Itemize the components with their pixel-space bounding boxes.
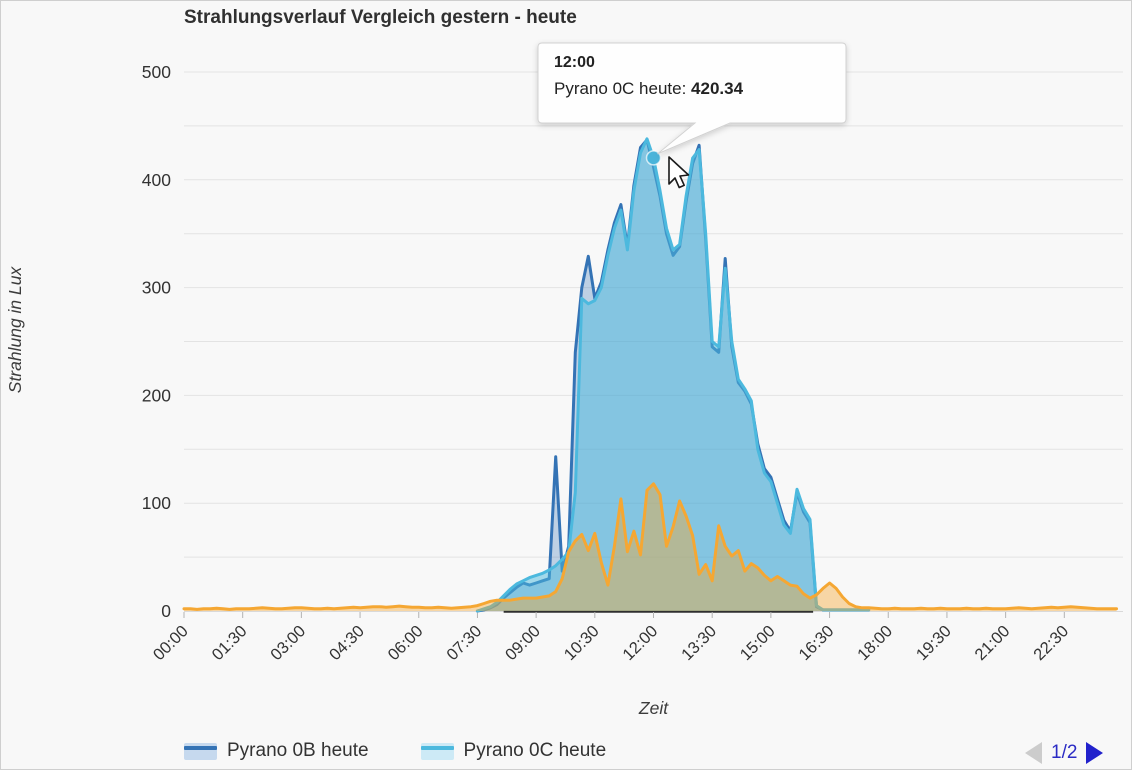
tooltip-box (537, 42, 847, 155)
svg-text:18:00: 18:00 (854, 622, 896, 664)
svg-text:15:00: 15:00 (737, 622, 779, 664)
legend-pagination: 1/2 (1025, 742, 1104, 764)
legend-item-pyrano-0c-heute[interactable]: Pyrano 0C heute (420, 740, 607, 762)
x-axis-title: Zeit (638, 698, 669, 718)
line-series-2[interactable] (182, 482, 1118, 611)
svg-text:400: 400 (142, 170, 171, 190)
svg-text:09:00: 09:00 (502, 622, 544, 664)
legend-item-pyrano-0b-heute[interactable]: Pyrano 0B heute (184, 740, 369, 762)
x-axis-ticks (183, 612, 1065, 618)
y-axis-labels: 0 100 200 300 400 500 (142, 62, 171, 621)
svg-text:12:00: 12:00 (619, 622, 661, 664)
legend-swatch-pyrano-0c-icon (420, 742, 454, 760)
x-axis-labels: 00:00 01:30 03:00 04:30 06:00 07:30 09:00 10:30… (150, 622, 1072, 664)
svg-text:13:30: 13:30 (678, 622, 720, 664)
svg-text:21:00: 21:00 (972, 622, 1014, 664)
svg-text:00:00: 00:00 (150, 622, 192, 664)
svg-text:500: 500 (142, 62, 171, 82)
chart-title: Strahlungsverlauf Vergleich gestern - he… (184, 7, 577, 28)
svg-text:04:30: 04:30 (326, 622, 368, 664)
svg-text:16:30: 16:30 (795, 622, 837, 664)
y-axis-title: Strahlung in Lux (5, 266, 25, 394)
legend-next-page-icon[interactable] (1086, 742, 1104, 764)
svg-text:19:30: 19:30 (913, 622, 955, 664)
svg-text:300: 300 (142, 278, 171, 298)
hover-point-marker (645, 150, 662, 166)
svg-text:03:00: 03:00 (267, 622, 309, 664)
svg-text:01:30: 01:30 (209, 622, 251, 664)
legend-prev-page-icon (1025, 742, 1042, 764)
svg-text:100: 100 (142, 493, 171, 513)
svg-text:0: 0 (161, 601, 171, 621)
svg-text:06:00: 06:00 (385, 622, 427, 664)
chart-legend: Pyrano 0B heute Pyrano 0C heute (184, 740, 606, 762)
svg-text:07:30: 07:30 (443, 622, 485, 664)
legend-page-indicator: 1/2 (1051, 742, 1078, 763)
area-series-2 (184, 483, 1117, 611)
svg-text:200: 200 (142, 385, 171, 405)
legend-label: Pyrano 0C heute (463, 740, 607, 761)
legend-label: Pyrano 0B heute (227, 740, 369, 761)
svg-text:10:30: 10:30 (561, 622, 603, 664)
area-pyrano-0c-heute (477, 138, 869, 612)
svg-text:22:30: 22:30 (1030, 622, 1072, 664)
legend-swatch-pyrano-0b-icon (184, 742, 217, 760)
mouse-cursor-icon (668, 156, 690, 189)
line-pyrano-0c-heute[interactable] (475, 137, 871, 613)
